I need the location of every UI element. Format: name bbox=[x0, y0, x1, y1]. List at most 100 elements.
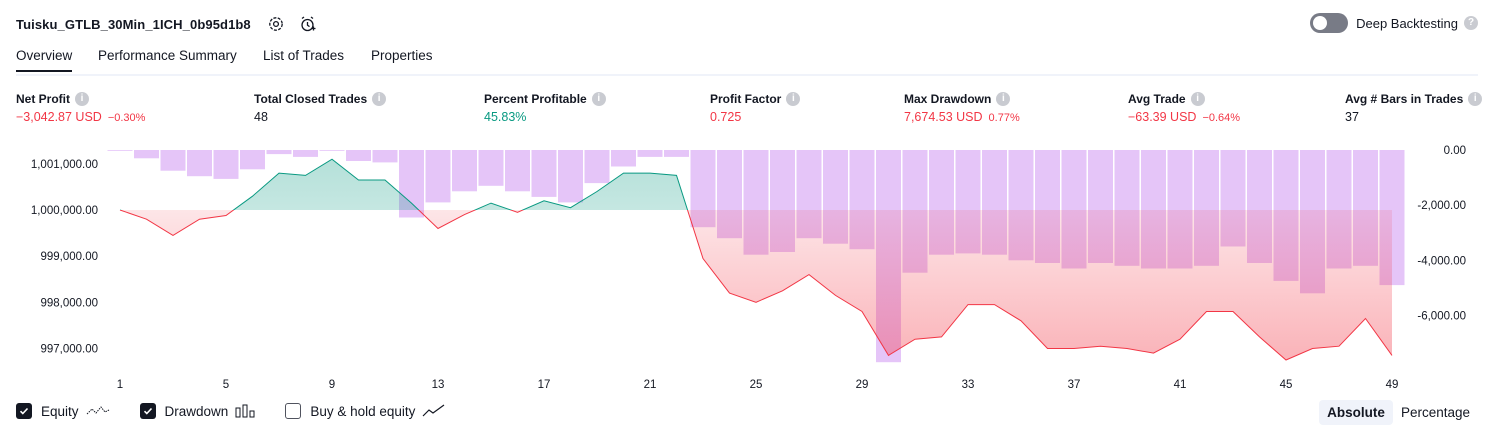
left-axis-tick-label: 999,000.00 bbox=[40, 251, 98, 263]
checkbox-checked-icon[interactable] bbox=[139, 403, 156, 419]
trend-line-icon bbox=[422, 404, 446, 418]
report-tabs: Overview Performance Summary List of Tra… bbox=[16, 44, 1478, 76]
left-axis-tick-label: 997,000.00 bbox=[40, 344, 98, 356]
info-icon[interactable]: i bbox=[1190, 92, 1205, 106]
x-axis-tick-label: 21 bbox=[644, 379, 657, 391]
info-icon[interactable]: i bbox=[1468, 92, 1483, 106]
x-axis-tick-label: 25 bbox=[750, 379, 763, 391]
legend-label: Drawdown bbox=[164, 403, 229, 419]
drawdown-bar bbox=[134, 150, 159, 159]
metric-value: −63.39 USD bbox=[1128, 110, 1197, 124]
metric-value: −3,042.87 USD bbox=[16, 110, 102, 124]
alarm-clock-plus-icon[interactable] bbox=[297, 13, 319, 35]
x-axis-tick-label: 33 bbox=[962, 379, 975, 391]
equity-loss-area bbox=[120, 210, 1392, 360]
metric-label: Max Drawdown bbox=[904, 92, 992, 106]
question-icon[interactable]: ? bbox=[1464, 16, 1478, 30]
metric-label: Profit Factor bbox=[710, 92, 782, 106]
equity-line-icon bbox=[86, 404, 110, 418]
right-axis-tick-label: -4,000.00 bbox=[1417, 255, 1466, 267]
chart-legend: Equity Drawdown Buy & hold equity bbox=[16, 403, 476, 419]
tab-performance-summary[interactable]: Performance Summary bbox=[98, 48, 237, 63]
info-icon[interactable]: i bbox=[996, 92, 1011, 106]
drawdown-bar bbox=[160, 150, 186, 171]
scale-switch: Absolute Percentage bbox=[1319, 400, 1478, 425]
drawdown-bar bbox=[319, 150, 345, 151]
x-axis-tick-label: 17 bbox=[538, 379, 551, 391]
metric-profit-factor: Profit Factor i 0.725 bbox=[710, 92, 801, 124]
metric-percent: 0.77% bbox=[988, 112, 1020, 124]
info-icon[interactable]: i bbox=[786, 92, 801, 106]
bar-columns-icon bbox=[235, 404, 255, 418]
strategy-name: Tuisku_GTLB_30Min_1ICH_0b95d1b8 bbox=[16, 16, 251, 32]
metric-label: Avg Trade bbox=[1128, 92, 1186, 106]
drawdown-bar bbox=[452, 150, 477, 192]
tab-list-of-trades[interactable]: List of Trades bbox=[263, 48, 345, 63]
x-axis-tick-label: 9 bbox=[329, 379, 335, 391]
metric-value: 7,674.53 USD bbox=[904, 110, 983, 124]
equity-drawdown-chart[interactable]: 1,001,000.00 1,000,000.00 999,000.00 998,00… bbox=[0, 140, 1494, 395]
right-axis-tick-label: 0.00 bbox=[1444, 145, 1466, 157]
legend-buy-hold-equity[interactable]: Buy & hold equity bbox=[285, 403, 446, 419]
metric-avg-bars: Avg # Bars in Trades i 37 bbox=[1345, 92, 1483, 124]
drawdown-bar bbox=[558, 150, 583, 203]
right-axis-tick-label: -2,000.00 bbox=[1417, 200, 1466, 212]
drawdown-bar bbox=[213, 150, 239, 179]
checkbox-checked-icon[interactable] bbox=[16, 403, 32, 419]
strategy-header: Tuisku_GTLB_30Min_1ICH_0b95d1b8 bbox=[16, 12, 319, 36]
drawdown-bar bbox=[425, 150, 451, 203]
checkbox-unchecked-icon[interactable] bbox=[285, 403, 302, 419]
drawdown-bar bbox=[187, 150, 212, 177]
drawdown-bar bbox=[505, 150, 530, 192]
percentage-button[interactable]: Percentage bbox=[1400, 405, 1470, 420]
x-axis-tick-label: 37 bbox=[1068, 379, 1081, 391]
x-axis-tick-label: 45 bbox=[1280, 379, 1293, 391]
x-axis-tick-label: 49 bbox=[1386, 379, 1399, 391]
drawdown-bar bbox=[346, 150, 371, 161]
metric-label: Net Profit bbox=[16, 92, 70, 106]
drawdown-bar bbox=[293, 150, 318, 157]
equity-line-profit bbox=[120, 158, 689, 210]
deep-backtesting-toggle[interactable] bbox=[1310, 13, 1349, 33]
metric-max-drawdown: Max Drawdown i 7,674.53 USD 0.77% bbox=[904, 92, 1020, 124]
legend-label: Equity bbox=[41, 403, 79, 419]
drawdown-bar bbox=[107, 150, 133, 151]
left-axis-tick-label: 998,000.00 bbox=[40, 297, 98, 309]
gear-icon[interactable] bbox=[265, 13, 287, 35]
legend-equity[interactable]: Equity bbox=[16, 403, 110, 419]
absolute-button[interactable]: Absolute bbox=[1319, 400, 1393, 425]
metric-percent: −0.30% bbox=[107, 112, 146, 124]
metric-label: Total Closed Trades bbox=[254, 92, 368, 106]
deep-backtesting: Deep Backtesting ? bbox=[1310, 13, 1478, 33]
info-icon[interactable]: i bbox=[591, 92, 606, 106]
legend-drawdown[interactable]: Drawdown bbox=[139, 403, 256, 419]
metric-avg-trade: Avg Trade i −63.39 USD −0.64% bbox=[1128, 92, 1240, 124]
drawdown-bar bbox=[266, 150, 292, 155]
metric-value: 48 bbox=[254, 110, 268, 124]
left-axis-tick-label: 1,001,000.00 bbox=[31, 159, 98, 171]
drawdown-bar bbox=[240, 150, 265, 170]
metric-net-profit: Net Profit i −3,042.87 USD −0.30% bbox=[16, 92, 145, 124]
x-axis-tick-label: 29 bbox=[856, 379, 869, 391]
info-icon[interactable]: i bbox=[75, 92, 89, 106]
x-axis-tick-label: 41 bbox=[1174, 379, 1187, 391]
x-axis-tick-label: 13 bbox=[432, 379, 445, 391]
drawdown-bar bbox=[372, 150, 398, 163]
metric-total-closed-trades: Total Closed Trades i 48 bbox=[254, 92, 387, 124]
tab-overview[interactable]: Overview bbox=[16, 48, 73, 72]
metric-label: Avg # Bars in Trades bbox=[1345, 92, 1464, 106]
equity-profit-area bbox=[120, 159, 1392, 210]
deep-backtesting-label: Deep Backtesting bbox=[1356, 15, 1458, 31]
metric-value: 37 bbox=[1345, 110, 1359, 124]
drawdown-bar bbox=[611, 150, 636, 167]
drawdown-bar bbox=[637, 150, 663, 157]
drawdown-bar bbox=[478, 150, 504, 186]
metric-value: 0.725 bbox=[710, 110, 742, 124]
drawdown-bar bbox=[584, 150, 610, 184]
equity-line-loss bbox=[119, 210, 1393, 361]
metric-percent-profitable: Percent Profitable i 45.83% bbox=[484, 92, 606, 124]
x-axis-tick-label: 1 bbox=[117, 379, 123, 391]
info-icon[interactable]: i bbox=[372, 92, 387, 106]
tab-properties[interactable]: Properties bbox=[371, 48, 433, 63]
drawdown-bar bbox=[531, 150, 557, 197]
